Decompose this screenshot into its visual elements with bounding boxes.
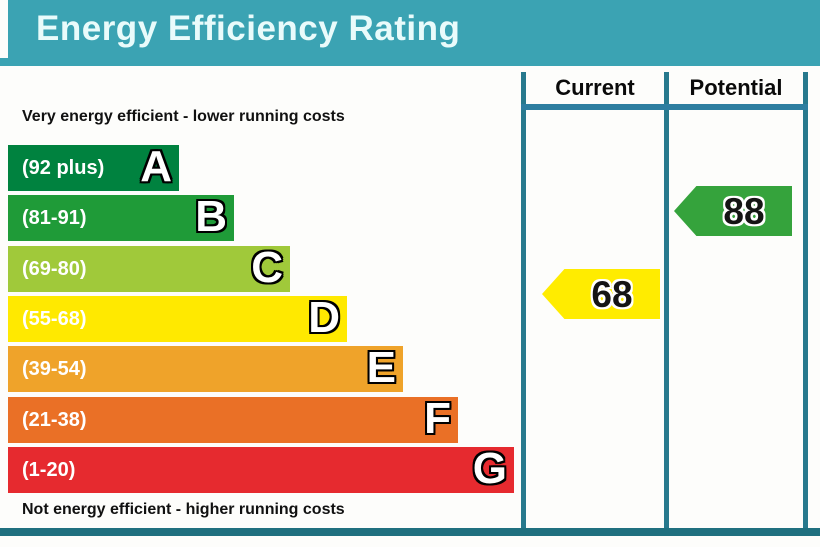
potential-rating-arrow: 88 (674, 186, 792, 236)
bottom-caption: Not energy efficient - higher running co… (22, 501, 345, 518)
band-c-letter: C (251, 243, 283, 293)
band-c: (69-80) C (8, 246, 290, 292)
band-b-range: (81-91) (22, 206, 87, 229)
table-border-right (803, 72, 808, 528)
potential-rating-value: 88 (723, 190, 765, 232)
bottom-rule (0, 528, 820, 536)
band-g-range: (1-20) (22, 458, 76, 481)
current-rating-arrow: 68 (542, 269, 660, 319)
band-d-letter: D (308, 293, 340, 343)
band-e-letter: E (366, 343, 396, 393)
page-title: Energy Efficiency Rating (36, 9, 461, 48)
table-border-left (521, 72, 526, 528)
current-rating-value: 68 (591, 273, 633, 315)
table-header-underline (521, 104, 808, 110)
title-bar-rule (0, 58, 820, 66)
band-b-letter: B (195, 192, 227, 242)
title-bar: Energy Efficiency Rating (8, 0, 820, 58)
band-d-range: (55-68) (22, 307, 87, 330)
band-f-range: (21-38) (22, 408, 87, 431)
band-a: (92 plus) A (8, 145, 179, 191)
band-b: (81-91) B (8, 195, 234, 241)
band-d: (55-68) D (8, 296, 347, 342)
table-border-middle (664, 72, 669, 528)
band-e: (39-54) E (8, 346, 403, 392)
band-f: (21-38) F (8, 397, 458, 443)
band-c-range: (69-80) (22, 257, 87, 280)
band-a-range: (92 plus) (22, 156, 105, 179)
potential-column-header: Potential (689, 75, 783, 100)
band-f-letter: F (424, 394, 451, 444)
top-caption: Very energy efficient - lower running co… (22, 108, 345, 125)
band-g: (1-20) G (8, 447, 514, 493)
current-column-header: Current (555, 75, 635, 100)
band-g-letter: G (472, 444, 507, 494)
band-e-range: (39-54) (22, 357, 87, 380)
band-a-letter: A (140, 142, 172, 192)
